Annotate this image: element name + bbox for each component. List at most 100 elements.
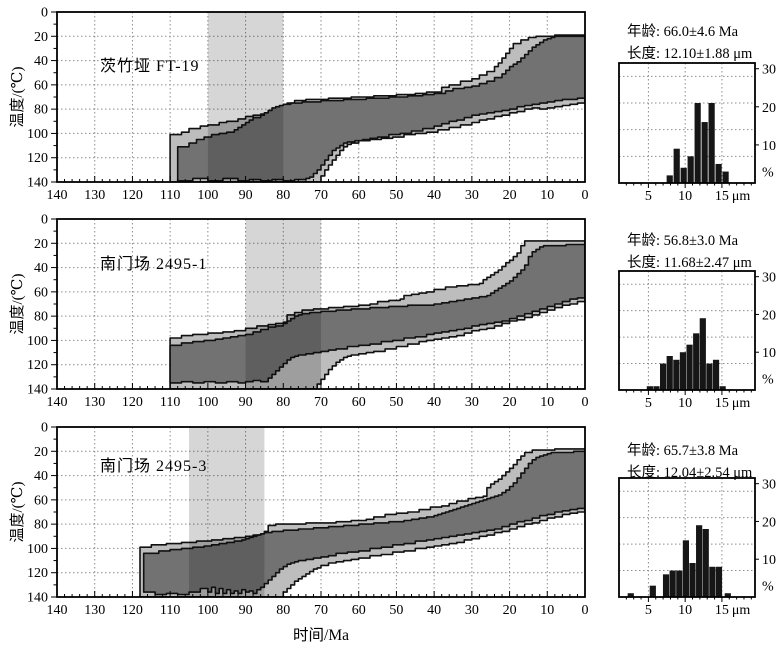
x-tick-label: 30 [465, 188, 479, 203]
length-histogram-bar [680, 167, 687, 183]
x-tick-label: 80 [276, 188, 290, 203]
hist1-length-text: 长度: 12.10±1.88 μm [627, 46, 753, 62]
y-tick-label: 60 [34, 78, 48, 93]
y-tick-label: 100 [27, 127, 48, 142]
length-histogram-bar [694, 103, 701, 183]
length-histogram-bar [689, 563, 696, 597]
length-histogram-bar [701, 122, 708, 183]
x-tick-label: 20 [503, 188, 517, 203]
length-histogram-bar [702, 529, 709, 597]
time-band-highlight [189, 427, 265, 597]
hist-frame [618, 477, 756, 598]
x-tick-label: 100 [197, 395, 218, 410]
hist3-age-text: 年龄: 65.7±3.8 Ma [627, 443, 739, 459]
length-histogram-bar [669, 570, 676, 597]
hist-y-tick-label: 10 [762, 553, 776, 568]
hist-x-tick-label: 15 [715, 603, 729, 618]
x-tick-label: 60 [352, 395, 366, 410]
x-tick-label: 0 [582, 188, 589, 203]
x-tick-label: 70 [314, 188, 328, 203]
y-tick-label: 0 [41, 6, 48, 21]
y-tick-label: 0 [41, 421, 48, 436]
y-tick-label: 20 [34, 445, 48, 460]
hist-percent-label: % [762, 166, 774, 181]
y-tick-label: 140 [27, 591, 48, 606]
hist-y-tick-label: 30 [762, 478, 776, 493]
length-histogram-bar [715, 566, 723, 597]
y-tick-label: 20 [34, 237, 48, 252]
x-tick-label: 120 [122, 603, 143, 618]
length-histogram-bar [673, 359, 680, 390]
x-tick-label: 30 [465, 395, 479, 410]
x-tick-label: 140 [47, 603, 68, 618]
hist-y-tick-label: 20 [762, 515, 776, 530]
x-tick-label: 90 [239, 395, 253, 410]
y-tick-label: 40 [34, 261, 48, 276]
x-tick-label: 50 [389, 395, 403, 410]
length-histogram-bar [646, 386, 653, 390]
length-histogram-bar [709, 566, 716, 597]
x-tick-label: 70 [314, 395, 328, 410]
length-histogram-bar [679, 352, 687, 390]
x-tick-label: 60 [352, 603, 366, 618]
panel-title-ft19: 茨竹垭 FT-19 [100, 58, 200, 75]
length-histogram-bar [662, 574, 670, 597]
x-tick-label: 20 [503, 395, 517, 410]
x-tick-label: 130 [84, 603, 105, 618]
hist-percent-label: % [762, 580, 774, 595]
length-histogram-bar [686, 344, 693, 390]
length-histogram-bar [708, 103, 715, 183]
y-tick-label: 120 [27, 358, 48, 373]
x-tick-label: 50 [389, 188, 403, 203]
good-fit-envelope [176, 35, 585, 182]
length-histogram-bar [696, 525, 703, 597]
hist-percent-label: % [762, 373, 774, 388]
x-tick-label: 80 [276, 395, 290, 410]
hist-y-tick-label: 30 [762, 63, 776, 78]
length-histogram-bar [719, 386, 726, 390]
x-tick-label: 110 [160, 603, 180, 618]
y-axis-label-panel1: 温度/(℃) [10, 66, 26, 128]
hist-x-tick-label: 10 [678, 603, 692, 618]
length-histogram-bar [666, 175, 673, 183]
hist2-age-text: 年龄: 56.8±3.0 Ma [627, 233, 739, 249]
x-tick-label: 70 [314, 603, 328, 618]
x-tick-label: 130 [84, 188, 105, 203]
x-tick-label: 10 [540, 603, 554, 618]
hist-y-tick-label: 20 [762, 101, 776, 116]
x-axis-title: 时间/Ma [293, 627, 349, 644]
length-histogram-bar [715, 163, 722, 183]
hist-x-unit-label: μm [732, 603, 751, 618]
length-histogram-bar [687, 156, 694, 183]
y-tick-label: 60 [34, 285, 48, 300]
x-tick-label: 60 [352, 188, 366, 203]
y-tick-label: 20 [34, 30, 48, 45]
y-tick-label: 140 [27, 383, 48, 398]
y-tick-label: 80 [34, 103, 48, 118]
x-tick-label: 100 [197, 188, 218, 203]
y-tick-label: 80 [34, 518, 48, 533]
panel-title-2495-3: 南门场 2495-3 [100, 458, 208, 475]
y-axis-label-panel3: 温度/(℃) [10, 481, 26, 543]
length-histogram-bar [712, 359, 720, 390]
time-band-highlight [245, 219, 321, 389]
length-histogram-bar [666, 356, 673, 390]
hist2-length-text: 长度: 11.68±2.47 μm [627, 255, 752, 271]
x-tick-label: 40 [427, 395, 441, 410]
x-tick-label: 10 [540, 395, 554, 410]
x-tick-label: 0 [582, 395, 589, 410]
y-tick-label: 140 [27, 176, 48, 191]
length-histogram-bar [706, 363, 713, 390]
length-histogram-bar [682, 540, 689, 597]
x-tick-label: 120 [122, 395, 143, 410]
hist-y-tick-label: 10 [762, 139, 776, 154]
x-tick-label: 30 [465, 603, 479, 618]
hist-x-unit-label: μm [732, 396, 751, 411]
hist-x-tick-label: 10 [678, 396, 692, 411]
hist-x-tick-label: 5 [645, 189, 652, 204]
time-band-highlight [207, 12, 284, 182]
x-tick-label: 40 [427, 603, 441, 618]
y-tick-label: 100 [27, 334, 48, 349]
